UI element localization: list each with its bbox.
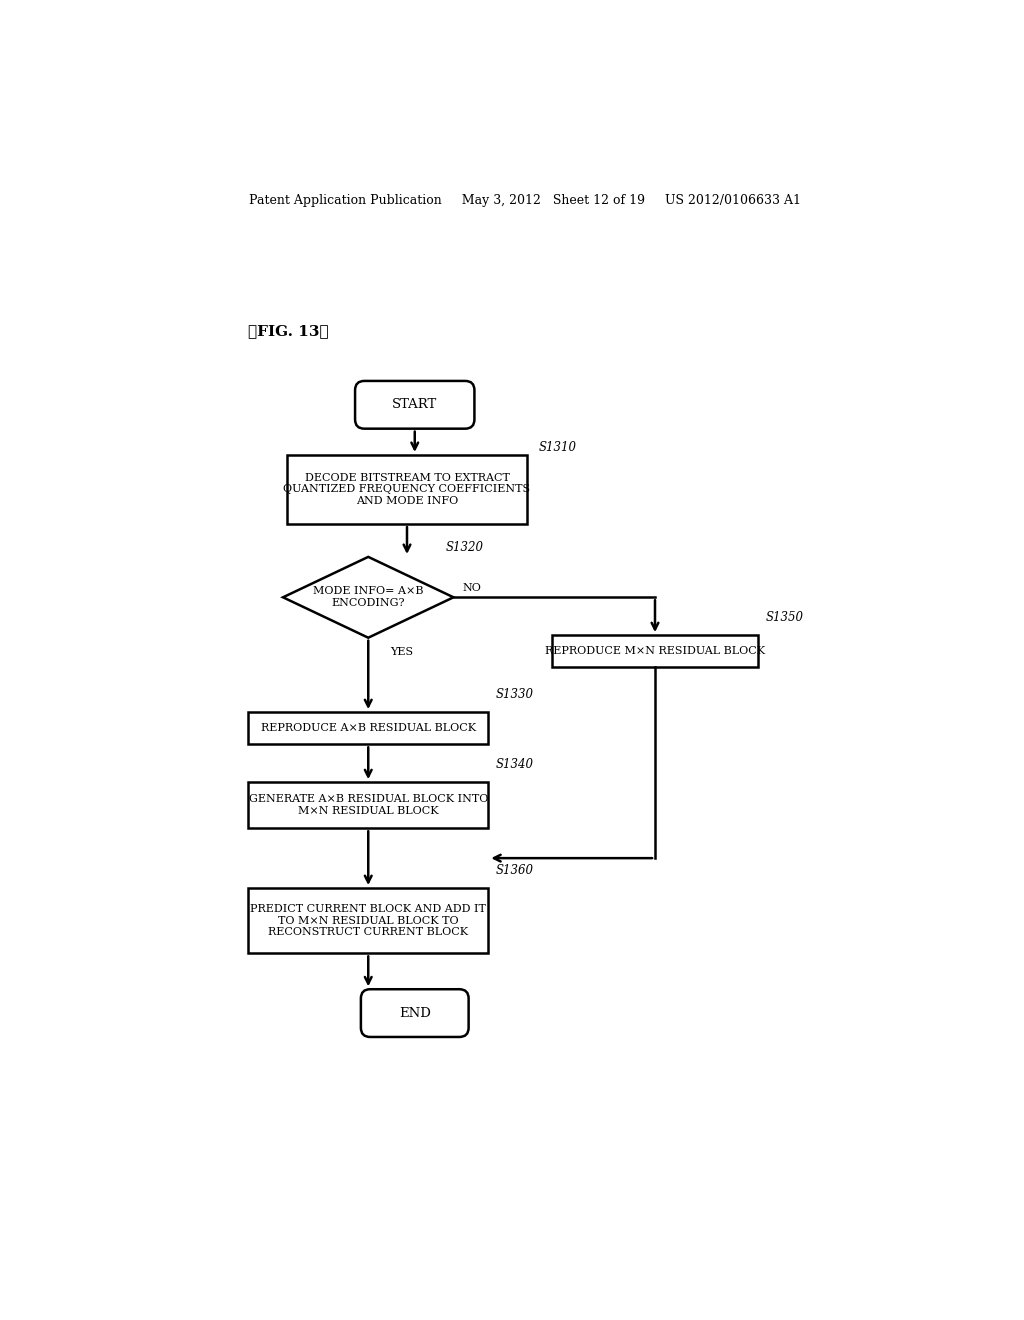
Text: GENERATE A×B RESIDUAL BLOCK INTO
M×N RESIDUAL BLOCK: GENERATE A×B RESIDUAL BLOCK INTO M×N RES…: [249, 795, 488, 816]
Text: PREDICT CURRENT BLOCK AND ADD IT
TO M×N RESIDUAL BLOCK TO
RECONSTRUCT CURRENT BL: PREDICT CURRENT BLOCK AND ADD IT TO M×N …: [250, 904, 486, 937]
Polygon shape: [283, 557, 454, 638]
Text: DECODE BITSTREAM TO EXTRACT
QUANTIZED FREQUENCY COEFFICIENTS
AND MODE INFO: DECODE BITSTREAM TO EXTRACT QUANTIZED FR…: [284, 473, 530, 506]
Text: S1330: S1330: [496, 688, 535, 701]
Text: Patent Application Publication     May 3, 2012   Sheet 12 of 19     US 2012/0106: Patent Application Publication May 3, 20…: [249, 194, 801, 207]
Text: S1340: S1340: [496, 758, 535, 771]
Bar: [248, 711, 488, 744]
Text: START: START: [392, 399, 437, 412]
Bar: [248, 781, 488, 829]
Bar: [552, 635, 758, 668]
Text: S1360: S1360: [496, 865, 535, 876]
Text: 【FIG. 13】: 【FIG. 13】: [248, 325, 329, 339]
Text: S1310: S1310: [539, 441, 577, 454]
Text: YES: YES: [390, 647, 413, 656]
FancyBboxPatch shape: [355, 381, 474, 429]
Text: S1350: S1350: [765, 611, 804, 624]
Text: S1320: S1320: [445, 541, 483, 553]
Text: REPRODUCE M×N RESIDUAL BLOCK: REPRODUCE M×N RESIDUAL BLOCK: [545, 647, 765, 656]
Text: END: END: [398, 1007, 431, 1019]
Text: MODE INFO= A×B
ENCODING?: MODE INFO= A×B ENCODING?: [313, 586, 424, 609]
Bar: [248, 888, 488, 953]
Text: REPRODUCE A×B RESIDUAL BLOCK: REPRODUCE A×B RESIDUAL BLOCK: [261, 723, 476, 733]
FancyBboxPatch shape: [360, 989, 469, 1038]
Bar: [287, 455, 527, 524]
Text: NO: NO: [463, 583, 481, 593]
